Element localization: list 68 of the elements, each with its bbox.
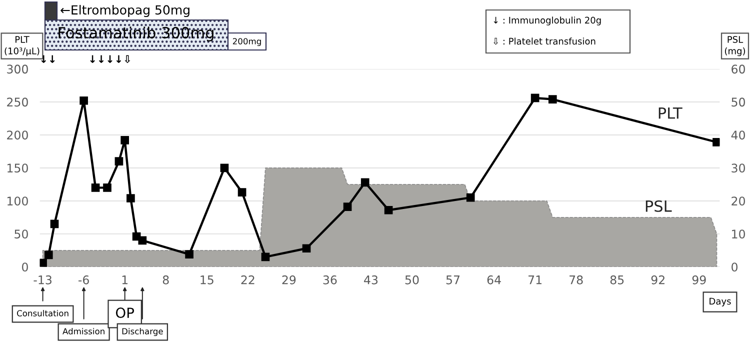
text: ↓↓ <box>41 55 55 63</box>
point <box>302 244 311 253</box>
point <box>384 206 393 214</box>
x-tick-label: 85 <box>610 275 624 284</box>
y-tick-label: 50 <box>14 230 28 239</box>
point <box>114 157 124 166</box>
point <box>343 202 352 211</box>
point <box>44 250 53 260</box>
point <box>548 95 557 104</box>
x-tick-label: 57 <box>446 276 460 284</box>
text: 200mg <box>232 38 261 46</box>
x-tick-label: 36 <box>323 275 337 284</box>
point <box>712 138 720 146</box>
point <box>220 164 229 172</box>
y-tick-label: 0 <box>22 262 28 272</box>
y-axis-title: PLT (10³/μL) <box>4 36 40 56</box>
x-tick-label: 50 <box>405 275 419 284</box>
text: ↓↓↓↓⇩ <box>90 55 130 64</box>
x-tick-label: -13 <box>34 275 52 284</box>
y2-tick-label: 50 <box>732 98 746 107</box>
y2-tick-label: 10 <box>732 230 746 239</box>
point <box>466 193 475 202</box>
y2-tick-label: 30 <box>732 164 746 173</box>
y-tick-label: 200 <box>7 130 28 140</box>
y2-tick-label: 60 <box>732 64 746 74</box>
x-tick-label: 71 <box>528 276 542 284</box>
text: ←Eltrombopag 50mg <box>60 4 190 18</box>
text: ⇩ : Platelet transfusion <box>494 38 596 45</box>
x-tick-label: 29 <box>282 275 296 284</box>
y-tick-label: 250 <box>7 98 28 107</box>
point <box>360 178 370 187</box>
point <box>261 252 270 262</box>
y-tick-label: 300 <box>7 64 28 74</box>
x-tick-label: 92 <box>651 275 664 284</box>
point <box>126 194 135 202</box>
y2-tick-label: 0 <box>732 262 738 272</box>
point <box>185 250 194 258</box>
annotation: Discharge <box>122 328 163 336</box>
point <box>40 258 47 267</box>
x-tick-label: 78 <box>570 275 583 284</box>
x-axis-title: Days <box>710 298 731 306</box>
point <box>138 236 147 245</box>
x-tick-label: 22 <box>241 275 254 284</box>
point <box>80 96 88 105</box>
x-tick-label: 15 <box>200 276 214 284</box>
annotation: Admission <box>62 328 104 334</box>
point <box>120 136 129 144</box>
point <box>103 184 112 192</box>
text: ↓ : Immunoglobulin 20g <box>494 16 601 26</box>
point <box>530 94 540 102</box>
x-tick-label: 64 <box>487 275 501 284</box>
x-tick-label: -6 <box>78 275 89 284</box>
y-tick-label: 100 <box>8 196 28 206</box>
y2-axis-title: PSL (mg) <box>724 36 746 56</box>
series-label: PSL <box>646 200 672 212</box>
y2-tick-label: 20 <box>732 196 746 206</box>
x-tick-label: 8 <box>162 275 169 284</box>
point <box>50 220 59 228</box>
point <box>238 188 246 196</box>
y-tick-label: 150 <box>8 164 28 173</box>
x-tick-label: 99 <box>692 275 706 284</box>
point <box>91 184 100 192</box>
y2-tick-label: 40 <box>731 130 746 140</box>
x-tick-label: 43 <box>364 275 378 284</box>
annotation: Consultation <box>17 310 68 316</box>
annotation: OP <box>116 308 134 318</box>
series-label: PLT <box>658 108 682 119</box>
x-tick-label: 1 <box>122 276 128 284</box>
